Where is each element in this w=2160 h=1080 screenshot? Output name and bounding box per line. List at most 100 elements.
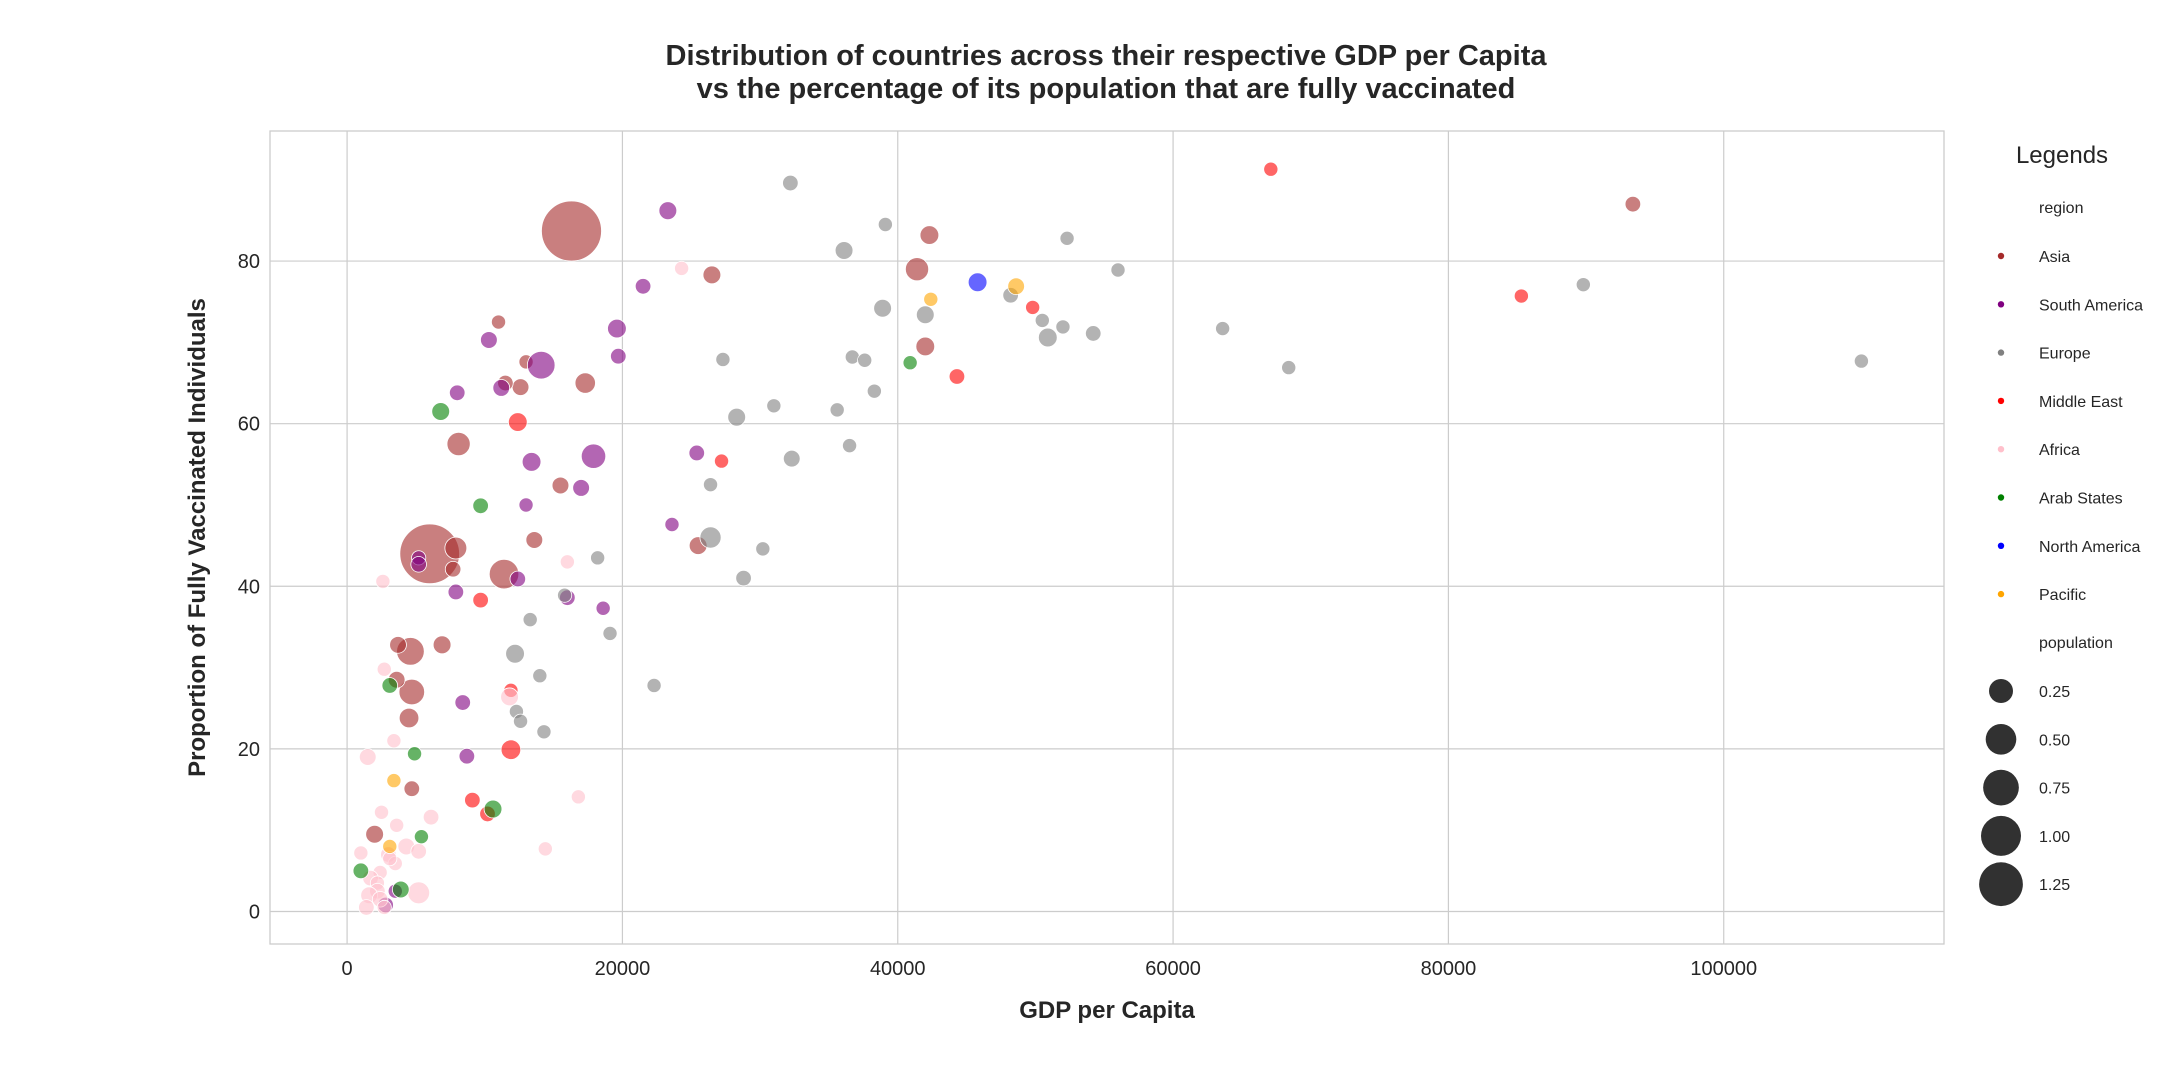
x-tick-label: 100000	[1690, 958, 1757, 980]
data-point-europe	[557, 587, 573, 603]
legend-label-europe: Europe	[2039, 346, 2091, 363]
y-tick-label: 60	[238, 414, 260, 436]
y-axis-label: Proportion of Fully Vaccinated Individua…	[184, 298, 211, 777]
data-point-asia	[551, 476, 570, 495]
data-point-africa	[376, 661, 392, 677]
data-point-africa	[358, 899, 375, 916]
data-point-europe	[829, 402, 845, 418]
data-point-europe	[844, 349, 860, 365]
x-tick-label: 0	[342, 958, 353, 980]
data-point-south-america	[447, 583, 465, 601]
data-point-europe	[915, 305, 935, 325]
data-point-middle-east	[500, 739, 522, 760]
data-point-south-america	[492, 379, 511, 397]
data-point-europe	[842, 438, 858, 454]
data-point-pacific	[923, 291, 939, 307]
legend: Legends region Asia South America Europe Mi…	[1979, 142, 2143, 907]
legend-size-label: 1.25	[2039, 877, 2070, 894]
data-point-arab-states	[431, 402, 451, 421]
data-point-europe	[1059, 230, 1075, 246]
data-point-pacific	[386, 773, 402, 789]
legend-hue-title: region	[2039, 200, 2083, 217]
data-point-arab-states	[483, 799, 503, 819]
data-point-middle-east	[1513, 288, 1529, 304]
data-point-south-america	[526, 350, 556, 380]
data-points	[352, 161, 1869, 916]
data-point-africa	[376, 899, 392, 915]
data-point-middle-east	[948, 368, 966, 385]
data-point-europe	[866, 383, 882, 399]
data-point-arab-states	[413, 829, 429, 845]
data-point-europe	[532, 668, 548, 684]
x-tick-label: 40000	[870, 958, 926, 980]
data-point-europe	[699, 526, 722, 549]
legend-label-middle-east: Middle East	[2039, 394, 2123, 411]
data-point-asia	[444, 560, 462, 578]
data-point-asia	[919, 225, 940, 245]
data-point-europe	[1055, 319, 1071, 335]
data-point-arab-states	[352, 862, 370, 880]
data-point-arab-states	[407, 746, 423, 762]
data-point-south-america	[634, 278, 652, 295]
data-point-middle-east	[714, 453, 730, 469]
chart-title-line-2: vs the percentage of its population that…	[696, 73, 1516, 105]
legend-marker-asia	[1997, 252, 2005, 260]
legend-size-label: 0.75	[2039, 781, 2070, 798]
data-point-europe	[522, 612, 538, 628]
data-point-asia	[398, 707, 420, 729]
legend-label-asia: Asia	[2039, 249, 2070, 266]
data-point-south-america	[688, 444, 705, 462]
data-point-asia	[365, 824, 384, 844]
data-point-asia	[511, 378, 530, 396]
legend-marker-south-america	[1997, 301, 2005, 308]
data-point-asia	[702, 265, 722, 285]
data-point-europe	[873, 298, 892, 318]
data-point-europe	[782, 449, 801, 468]
legend-hue-items: Asia South America Europe Middle East Africa…	[1997, 249, 2143, 604]
data-point-europe	[782, 174, 799, 192]
data-point-africa	[422, 808, 440, 826]
data-point-africa	[389, 817, 405, 833]
data-point-arab-states	[902, 355, 918, 371]
data-point-south-america	[518, 497, 534, 513]
data-point-europe	[505, 643, 525, 664]
data-point-africa	[358, 748, 377, 766]
y-tick-label: 80	[238, 251, 260, 273]
x-tick-label: 60000	[1145, 958, 1201, 980]
data-point-europe	[1034, 312, 1050, 328]
data-point-africa	[375, 573, 391, 589]
legend-size-items: 0.25 0.50 0.75 1.00 1.25	[1979, 679, 2070, 907]
legend-label-africa: Africa	[2039, 442, 2080, 459]
data-point-south-america	[458, 747, 476, 765]
data-point-middle-east	[464, 791, 481, 809]
data-point-middle-east	[472, 591, 489, 609]
data-point-arab-states	[391, 880, 410, 899]
data-point-asia	[905, 257, 930, 282]
data-point-asia	[403, 780, 421, 797]
data-point-europe	[1085, 325, 1102, 342]
data-point-asia	[491, 314, 507, 330]
legend-size-marker	[1989, 679, 2013, 703]
data-point-south-america	[410, 556, 427, 573]
data-point-asia	[574, 372, 596, 394]
data-point-north-america	[967, 272, 988, 293]
data-point-south-america	[572, 479, 590, 497]
legend-label-arab-states: Arab States	[2039, 491, 2123, 508]
data-point-south-america	[509, 570, 527, 588]
data-point-europe	[513, 713, 529, 729]
data-point-arab-states	[381, 677, 398, 694]
data-point-europe	[755, 541, 771, 557]
data-point-europe	[646, 677, 662, 693]
data-point-europe	[590, 550, 606, 566]
data-point-europe	[857, 352, 873, 368]
chart-title: Distribution of countries across their r…	[0, 40, 2160, 106]
legend-size-label: 1.00	[2039, 829, 2070, 846]
data-point-europe	[1575, 277, 1591, 293]
x-axis-label: GDP per Capita	[1019, 997, 1195, 1024]
data-point-middle-east	[1025, 299, 1041, 315]
data-point-africa	[410, 843, 427, 860]
chart-title-line-1: Distribution of countries across their r…	[665, 40, 1547, 72]
x-tick-label: 20000	[595, 958, 651, 980]
x-axis-ticks: 0 20000 40000 60000 80000 100000	[342, 958, 1758, 980]
data-point-asia	[541, 200, 602, 262]
